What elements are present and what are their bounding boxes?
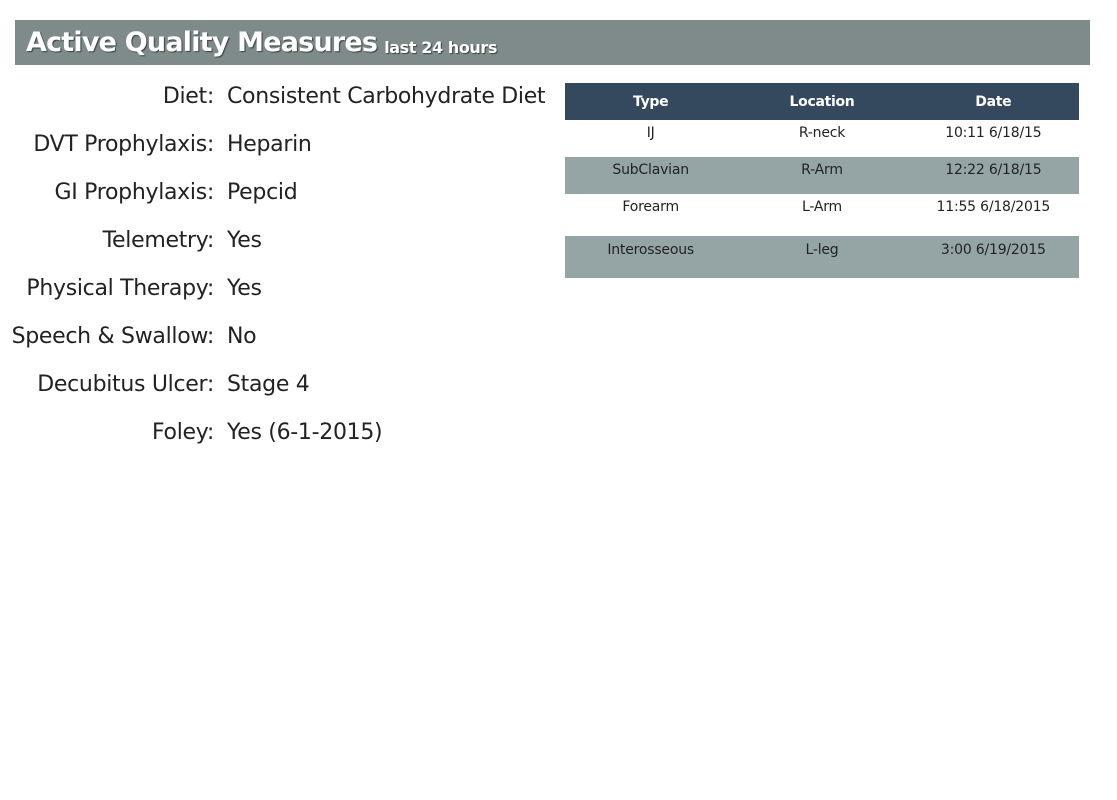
- lines-table: Type Location Date IJ R-neck 10:11 6/18/…: [565, 83, 1079, 278]
- table-row: Interosseous L-leg 3:00 6/19/2015: [565, 236, 1079, 278]
- measure-row-gi-prophylaxis: GI Prophylaxis: Pepcid: [0, 172, 560, 220]
- measure-value: No: [227, 324, 257, 349]
- measure-label: DVT Prophylaxis:: [33, 132, 214, 157]
- cell-location: L-Arm: [736, 194, 908, 236]
- page-header: Active Quality Measures last 24 hours: [15, 20, 1090, 65]
- table-header-row: Type Location Date: [565, 83, 1079, 120]
- column-header-date: Date: [907, 83, 1079, 120]
- cell-date: 11:55 6/18/2015: [907, 194, 1079, 236]
- cell-location: R-Arm: [736, 157, 908, 194]
- measure-label: GI Prophylaxis:: [54, 180, 215, 205]
- measure-label: Foley:: [151, 420, 214, 445]
- measure-label: Diet:: [162, 84, 214, 109]
- column-header-location: Location: [736, 83, 908, 120]
- measure-row-physical-therapy: Physical Therapy: Yes: [0, 268, 560, 316]
- cell-location: L-leg: [736, 236, 908, 278]
- cell-type: Interosseous: [565, 236, 737, 278]
- cell-type: IJ: [565, 120, 737, 157]
- measure-label: Physical Therapy:: [26, 276, 214, 301]
- measure-row-speech-swallow: Speech & Swallow: No: [0, 316, 560, 364]
- measure-row-decubitus-ulcer: Decubitus Ulcer: Stage 4: [0, 364, 560, 412]
- cell-date: 12:22 6/18/15: [907, 157, 1079, 194]
- measure-label: Speech & Swallow:: [11, 324, 215, 349]
- cell-type: SubClavian: [565, 157, 737, 194]
- measure-value: Consistent Carbohydrate Diet: [227, 84, 546, 109]
- measure-value: Yes: [227, 276, 262, 301]
- measure-row-telemetry: Telemetry: Yes: [0, 220, 560, 268]
- table-row: SubClavian R-Arm 12:22 6/18/15: [565, 157, 1079, 194]
- measure-label: Decubitus Ulcer:: [37, 372, 214, 397]
- table-row: IJ R-neck 10:11 6/18/15: [565, 120, 1079, 157]
- measure-row-dvt-prophylaxis: DVT Prophylaxis: Heparin: [0, 124, 560, 172]
- cell-location: R-neck: [736, 120, 908, 157]
- measure-row-diet: Diet: Consistent Carbohydrate Diet: [0, 76, 560, 124]
- cell-type: Forearm: [565, 194, 737, 236]
- measure-value: Heparin: [227, 132, 312, 157]
- page-title: Active Quality Measures: [26, 27, 378, 58]
- cell-date: 3:00 6/19/2015: [907, 236, 1079, 278]
- measure-value: Pepcid: [227, 180, 298, 205]
- measure-value: Yes (6-1-2015): [227, 420, 383, 445]
- measure-value: Stage 4: [227, 372, 310, 397]
- column-header-type: Type: [565, 83, 737, 120]
- page-subtitle: last 24 hours: [384, 37, 498, 57]
- cell-date: 10:11 6/18/15: [907, 120, 1079, 157]
- table-row: Forearm L-Arm 11:55 6/18/2015: [565, 194, 1079, 236]
- measure-row-foley: Foley: Yes (6-1-2015): [0, 412, 560, 460]
- quality-measures-list: Diet: Consistent Carbohydrate Diet DVT P…: [0, 76, 560, 460]
- measure-value: Yes: [227, 228, 262, 253]
- measure-label: Telemetry:: [102, 228, 215, 253]
